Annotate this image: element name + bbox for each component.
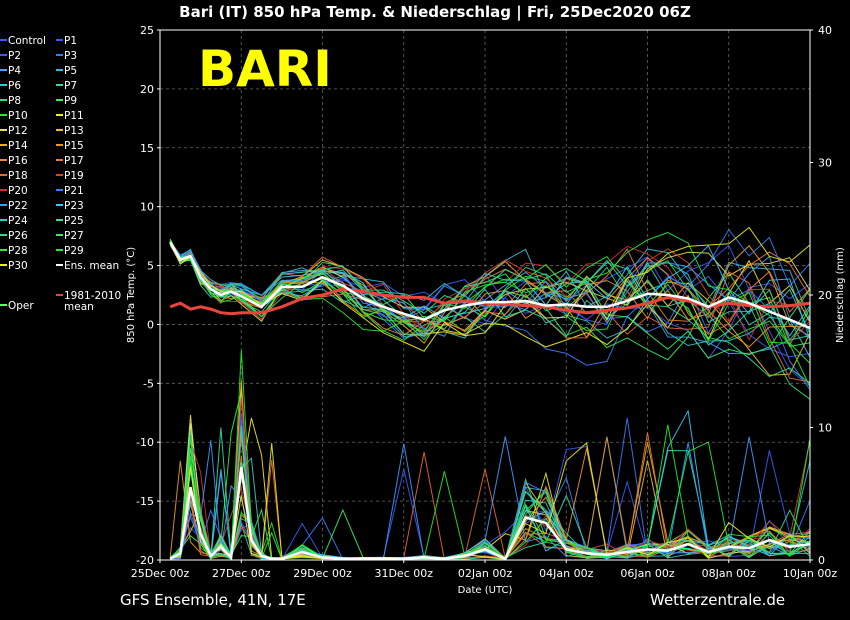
x-tick-label: 04Jan 00z [539,567,593,580]
legend-label: P23 [64,200,84,212]
ens-mean-temp-line [169,241,811,330]
y-tick-label: -20 [136,554,154,567]
ensemble-member-line [169,241,811,384]
legend-label: P20 [8,185,28,197]
x-tick-label: 02Jan 00z [458,567,512,580]
chart-title: Bari (IT) 850 hPa Temp. & Niederschlag |… [179,3,691,22]
y2-axis-ticks: 40 30 20 10 0 [810,24,832,567]
ensemble-member-line [169,239,811,364]
x-tick-label: 29Dec 00z [293,567,352,580]
legend-label: P1 [64,35,77,47]
legend-label: P3 [64,50,77,62]
y-tick-label: 15 [140,142,154,155]
footer-model-info: GFS Ensemble, 41N, 17E [120,591,306,609]
mean-lines [169,241,811,561]
legend-label: P24 [8,215,28,227]
legend-label: P26 [8,230,28,242]
y-tick-label: 0 [147,318,154,331]
y-tick-label: -10 [136,436,154,449]
legend-label: P6 [8,80,21,92]
legend-label: P9 [64,95,77,107]
legend-label: P16 [8,155,28,167]
y-tick-label: 5 [147,260,154,273]
legend-label: P25 [64,215,84,227]
legend-label: P10 [8,110,28,122]
legend-label: P27 [64,230,84,242]
legend-label: P12 [8,125,28,137]
legend-label: P18 [8,170,28,182]
ens-mean-precip-line [169,467,811,561]
legend-label: P19 [64,170,84,182]
legend-label: 1981-2010 mean [64,290,121,313]
legend-label: P8 [8,95,21,107]
climate-mean-line [169,287,811,316]
legend-label: Oper [8,300,34,312]
ensemble-member-line [169,240,811,346]
legend-label-part: 1981-2010 [64,290,121,302]
y-tick-label: -5 [143,377,154,390]
x-tick-label: 25Dec 00z [131,567,190,580]
y-axis-ticks: 25 20 15 10 5 0 -5 -10 -15 -20 [136,24,160,567]
legend-label: P14 [8,140,28,152]
footer-source: Wetterzentrale.de [650,591,785,609]
x-tick-label: 27Dec 00z [212,567,271,580]
legend-label: P30 [8,260,28,272]
x-tick-label: 10Jan 00z [783,567,837,580]
y-tick-label: -15 [136,495,154,508]
legend-label: Ens. mean [64,260,119,272]
legend-label: P15 [64,140,84,152]
y2-tick-label: 20 [818,289,832,302]
legend-label: P4 [8,65,21,77]
legend-label: P11 [64,110,84,122]
ensemble-member-line [169,239,811,383]
y-tick-label: 10 [140,201,154,214]
legend-label: P17 [64,155,84,167]
y-tick-label: 25 [140,24,154,37]
y2-tick-label: 10 [818,422,832,435]
y-tick-label: 20 [140,83,154,96]
legend-label: P29 [64,245,84,257]
legend-label: Control [8,35,46,47]
legend-label: P28 [8,245,28,257]
y2-tick-label: 0 [818,554,825,567]
x-tick-label: 08Jan 00z [702,567,756,580]
x-tick-label: 06Jan 00z [620,567,674,580]
legend-label: P7 [64,80,77,92]
x-axis-label: Date (UTC) [458,585,513,596]
legend-label: P2 [8,50,21,62]
ensemble-lines [169,226,811,400]
legend-label-part: mean [64,301,94,313]
y2-tick-label: 40 [818,24,832,37]
legend-label: P21 [64,185,84,197]
legend-label: P13 [64,125,84,137]
y-axis-label: 850 hPa Temp. (°C) [126,247,137,343]
city-label: BARI [198,40,332,98]
precip-member-line [169,350,811,560]
ensemble-member-line [169,243,811,359]
y2-tick-label: 30 [818,157,832,170]
y2-axis-label: Niederschlag (mm) [835,247,846,343]
x-tick-label: 31Dec 00z [374,567,433,580]
legend-label: P22 [8,200,28,212]
legend-label: P5 [64,65,77,77]
legend: Control P2 P4 P6 P8 P10 P12 P14 P16 P18 P20 P22 P24 P… [0,35,121,313]
x-axis-ticks: 25Dec 00z 27Dec 00z 29Dec 00z 31Dec 00z 02Ja… [131,560,837,580]
